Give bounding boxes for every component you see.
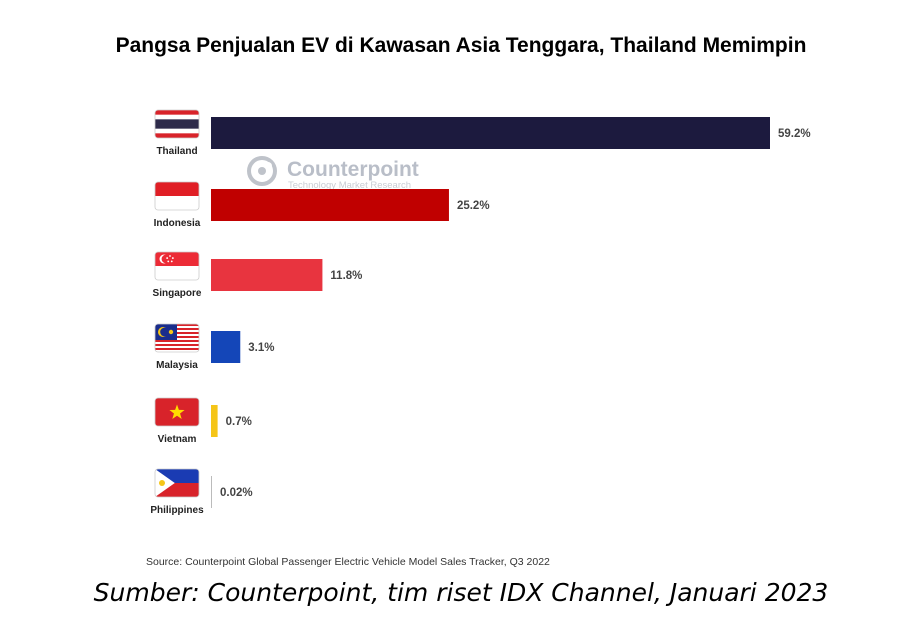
- malaysia-flag-icon: [154, 323, 200, 353]
- category-label: Vietnam: [158, 434, 197, 445]
- philippines-flag-icon: [154, 468, 200, 498]
- thailand-flag-icon: [154, 109, 200, 139]
- category-label: Thailand: [156, 146, 197, 157]
- watermark-name: Counterpoint: [287, 158, 419, 181]
- watermark-subtitle: Technology Market Research: [288, 180, 411, 191]
- source-note: Source: Counterpoint Global Passenger El…: [146, 556, 550, 568]
- category-label: Indonesia: [154, 218, 201, 229]
- category-label: Malaysia: [156, 360, 198, 371]
- chart-title: Pangsa Penjualan EV di Kawasan Asia Teng…: [115, 34, 807, 57]
- value-label: 11.8%: [330, 270, 362, 282]
- value-label: 3.1%: [248, 342, 274, 354]
- vietnam-flag-icon: [154, 397, 200, 427]
- bar: [211, 189, 449, 221]
- bar-baseline: [211, 479, 212, 505]
- value-label: 25.2%: [457, 200, 490, 212]
- indonesia-flag-icon: [154, 181, 200, 211]
- bar: [211, 405, 218, 437]
- category-label: Singapore: [153, 288, 202, 299]
- credit-note: Sumber: Counterpoint, tim riset IDX Chan…: [93, 578, 829, 607]
- counterpoint-logo-icon: [247, 156, 277, 186]
- counterpoint-watermark: Counterpoint Technology Market Research: [247, 156, 419, 191]
- bar: [211, 259, 323, 291]
- value-label: 59.2%: [778, 128, 811, 140]
- singapore-flag-icon: [154, 251, 200, 281]
- bar: [211, 117, 770, 149]
- value-label: 0.7%: [226, 416, 252, 428]
- value-label: 0.02%: [220, 487, 253, 499]
- category-label: Philippines: [150, 505, 204, 516]
- bar: [211, 331, 241, 363]
